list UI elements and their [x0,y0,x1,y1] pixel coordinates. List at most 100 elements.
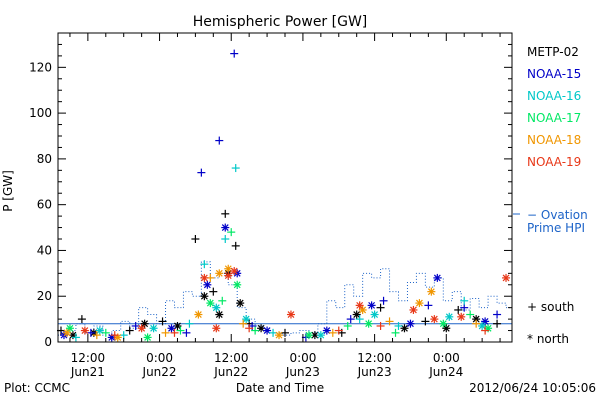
data-point [424,301,433,310]
data-point [221,209,230,218]
data-point [269,328,278,337]
legend-ovation-2: Prime HPI [527,221,585,235]
y-tick-label: 40 [37,243,52,257]
data-point [251,326,260,335]
data-point [430,315,439,324]
data-point [212,324,221,333]
y-tick-label: 120 [29,60,52,74]
data-point [92,331,101,340]
data-point [182,328,191,337]
data-point [185,319,194,328]
data-point [65,324,74,333]
legend-item: NOAA-19 [527,155,581,169]
data-point [221,235,230,243]
data-point [233,280,242,289]
chart-title: Hemispheric Power [GW] [193,14,368,30]
x-tick-label: 0:00 [433,351,460,365]
data-point [352,310,361,319]
legend-item: NOAA-17 [527,111,581,125]
y-tick-label: 60 [37,198,52,212]
data-point [125,326,134,335]
data-point [206,299,215,308]
scatter-points [56,49,511,342]
data-point [161,328,170,337]
data-point [203,280,212,289]
data-point [191,235,200,243]
legend-north: * north [527,332,569,346]
x-tick-date: Jun23 [285,365,320,379]
data-point [433,273,442,282]
data-point [355,315,364,324]
data-point [110,331,119,340]
data-point [275,331,284,340]
data-point [231,241,240,250]
data-point [236,299,245,308]
data-point [310,331,319,340]
data-point [376,303,385,312]
legend-item: NOAA-18 [527,133,581,147]
data-point [502,273,511,282]
data-point [200,273,209,282]
data-point [367,301,376,310]
data-point [364,319,373,328]
y-tick-label: 20 [37,289,52,303]
data-point [493,310,502,319]
data-point [334,326,343,335]
data-point [457,312,466,321]
data-point [442,324,451,333]
data-point [86,328,95,337]
y-tick-label: 80 [37,152,52,166]
data-point [460,303,469,312]
data-point [119,331,128,340]
data-point [454,305,463,314]
data-point [385,317,394,326]
data-point [346,315,355,324]
data-point [221,223,230,232]
data-point [137,324,146,333]
data-point [158,317,167,326]
data-point [224,271,233,280]
data-point [281,328,289,337]
data-point [286,310,295,319]
legend-ovation: − Ovation [527,208,588,222]
data-point [77,315,86,324]
x-tick-label: 0:00 [289,351,316,365]
data-point [445,312,454,321]
data-point [472,319,481,328]
data-point [218,296,227,305]
data-point [101,328,110,337]
data-point [197,168,206,177]
x-tick-date: Jun22 [142,365,177,379]
data-point [170,328,179,337]
y-tick-label: 100 [29,106,52,120]
data-point [215,136,224,145]
data-point [343,321,352,330]
data-point [200,292,209,301]
data-point [80,326,89,335]
legend-item: NOAA-15 [527,67,581,81]
data-point [71,333,80,342]
data-point [460,296,469,305]
data-point [415,299,424,308]
data-point [421,317,430,326]
data-point [328,328,337,337]
legend-south: + south [527,300,574,314]
y-tick-label: 0 [44,335,52,349]
data-point [209,287,218,296]
data-point [143,333,152,342]
data-point [140,319,149,328]
data-point [409,305,418,314]
data-point [230,49,239,58]
data-point [481,326,490,335]
x-tick-date: Jun24 [428,365,463,379]
data-point [245,324,254,333]
timestamp: 2012/06/24 10:05:06 [469,381,596,395]
data-point [376,321,385,330]
data-point [481,317,490,326]
data-point [304,331,313,340]
data-point [427,287,436,296]
data-point [212,303,221,312]
data-point [149,324,158,333]
data-point [358,305,367,314]
